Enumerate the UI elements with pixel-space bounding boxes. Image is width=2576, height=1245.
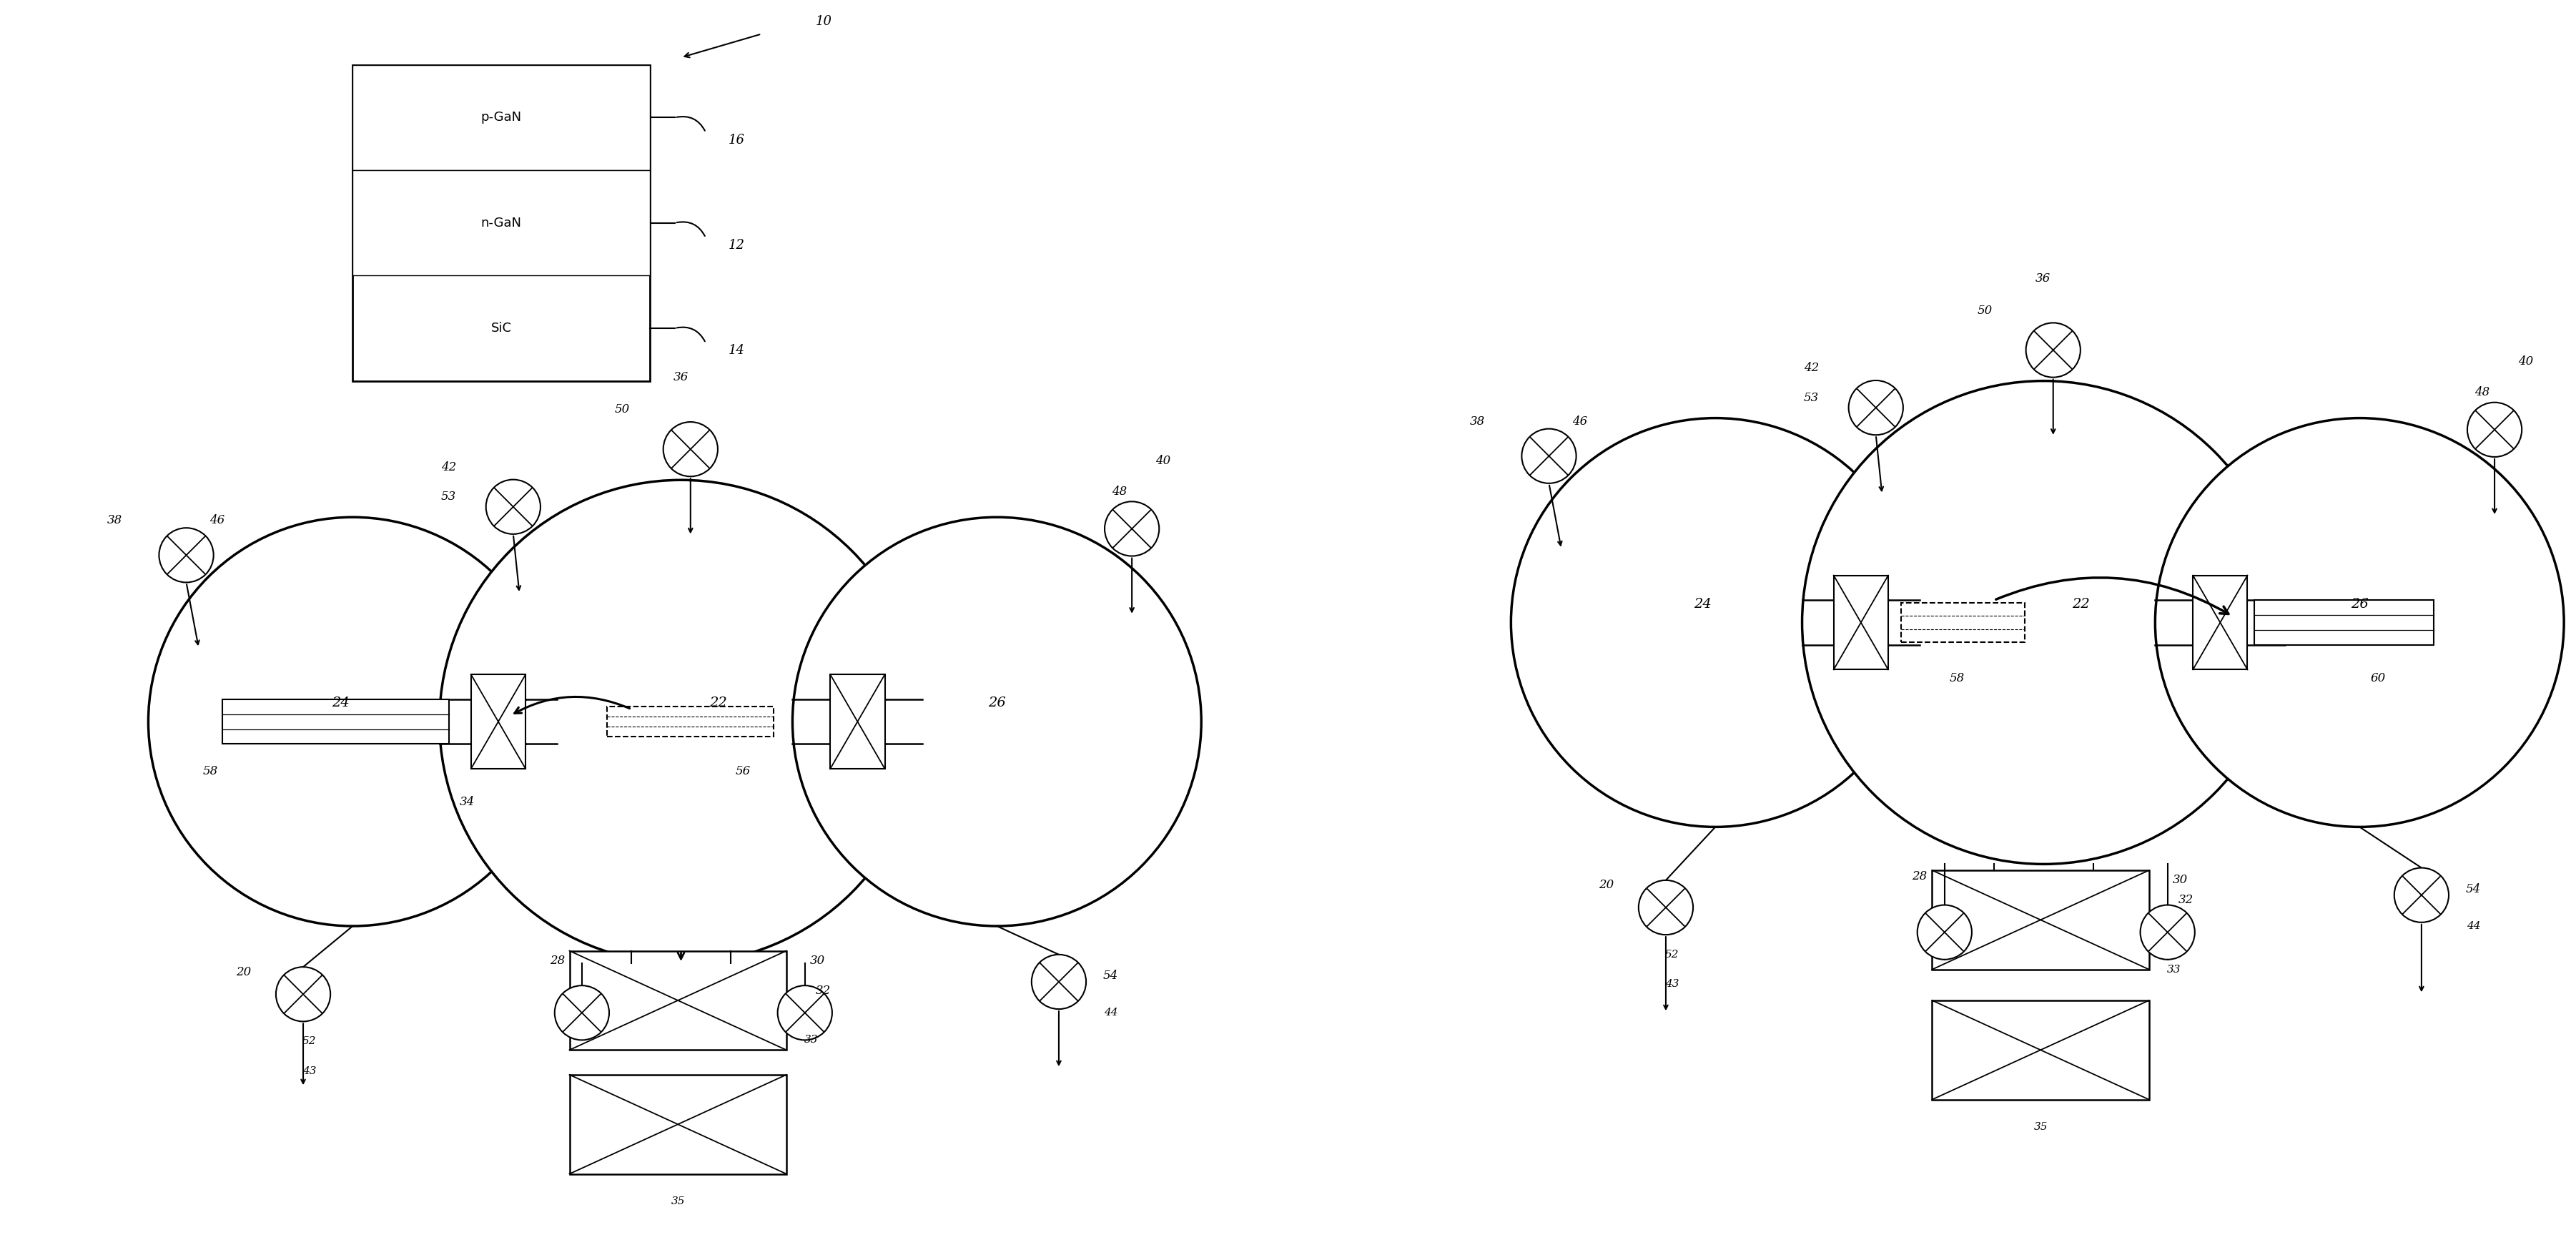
Text: 24: 24 (332, 697, 350, 710)
Text: 30: 30 (2172, 874, 2187, 886)
Text: 46: 46 (1571, 416, 1587, 427)
Text: 33: 33 (804, 1035, 819, 1045)
Text: 54: 54 (2465, 883, 2481, 895)
Text: 40: 40 (2517, 355, 2532, 367)
Circle shape (2141, 905, 2195, 960)
Text: 28: 28 (549, 955, 564, 967)
Text: 26: 26 (989, 697, 1005, 710)
Text: 38: 38 (1468, 416, 1484, 427)
Text: 22: 22 (2071, 598, 2089, 610)
Circle shape (1522, 428, 1577, 483)
Circle shape (2025, 322, 2081, 377)
Bar (1932, 870, 2148, 970)
Bar (829, 675, 884, 768)
Text: 32: 32 (817, 985, 832, 996)
Text: 53: 53 (440, 491, 456, 503)
Text: 43: 43 (1664, 980, 1680, 990)
Bar (2192, 575, 2246, 670)
Text: 36: 36 (2035, 273, 2050, 284)
Text: 40: 40 (1154, 454, 1170, 467)
Circle shape (2468, 402, 2522, 457)
Circle shape (440, 481, 922, 964)
Text: 26: 26 (2352, 598, 2367, 610)
Bar (222, 700, 448, 745)
Circle shape (487, 479, 541, 534)
Text: 24: 24 (1695, 598, 1713, 610)
Bar (2254, 600, 2434, 645)
Circle shape (1512, 418, 1919, 827)
Bar (569, 951, 786, 1050)
Circle shape (2156, 418, 2563, 827)
Bar (608, 707, 773, 737)
Text: 58: 58 (1950, 672, 1965, 685)
Text: 22: 22 (708, 697, 726, 710)
Text: 56: 56 (734, 766, 750, 777)
Circle shape (2393, 868, 2450, 923)
Text: p-GaN: p-GaN (482, 111, 523, 124)
Text: 54: 54 (1103, 970, 1118, 982)
Text: 20: 20 (1600, 879, 1615, 891)
Text: 35: 35 (670, 1196, 685, 1206)
Text: 48: 48 (2476, 386, 2491, 398)
Bar (353, 65, 649, 171)
Text: 34: 34 (459, 796, 474, 808)
Text: 42: 42 (440, 461, 456, 473)
Text: 38: 38 (106, 514, 121, 527)
Text: 52: 52 (1664, 950, 1680, 960)
Text: 30: 30 (809, 955, 824, 967)
Text: SiC: SiC (492, 321, 513, 335)
Circle shape (793, 517, 1200, 926)
Circle shape (1917, 905, 1971, 960)
Circle shape (1803, 381, 2285, 864)
Text: 50: 50 (616, 403, 631, 416)
Text: 60: 60 (2370, 672, 2385, 685)
Bar (1834, 575, 1888, 670)
Bar (569, 1074, 786, 1174)
Text: 48: 48 (1113, 486, 1128, 498)
Circle shape (149, 517, 556, 926)
Text: 46: 46 (209, 514, 224, 527)
Text: 16: 16 (729, 133, 744, 147)
Bar (353, 65, 649, 381)
Text: 14: 14 (729, 344, 744, 357)
Text: 33: 33 (2166, 965, 2182, 975)
Text: 20: 20 (237, 966, 252, 979)
Text: 58: 58 (204, 766, 219, 777)
Circle shape (160, 528, 214, 583)
Bar (1932, 1001, 2148, 1099)
Bar (471, 675, 526, 768)
Text: 12: 12 (729, 239, 744, 251)
Bar (353, 171, 649, 275)
Circle shape (778, 986, 832, 1040)
Text: 52: 52 (301, 1036, 317, 1046)
Text: 35: 35 (2032, 1122, 2048, 1132)
Circle shape (1850, 381, 1904, 435)
Circle shape (662, 422, 719, 477)
Text: 32: 32 (2179, 894, 2195, 906)
Text: 28: 28 (1911, 870, 1927, 883)
Text: 44: 44 (2468, 921, 2481, 931)
Text: 10: 10 (814, 15, 832, 27)
Circle shape (276, 967, 330, 1021)
Bar (1901, 603, 2025, 642)
Circle shape (1105, 502, 1159, 557)
Circle shape (1638, 880, 1692, 935)
Text: n-GaN: n-GaN (482, 217, 523, 229)
Text: 44: 44 (1105, 1007, 1118, 1018)
Text: 50: 50 (1978, 304, 1994, 316)
Text: 53: 53 (1803, 392, 1819, 403)
Circle shape (1030, 955, 1087, 1010)
Text: 43: 43 (301, 1066, 317, 1076)
Circle shape (554, 986, 608, 1040)
Text: 42: 42 (1803, 362, 1819, 375)
Text: 36: 36 (672, 371, 688, 383)
